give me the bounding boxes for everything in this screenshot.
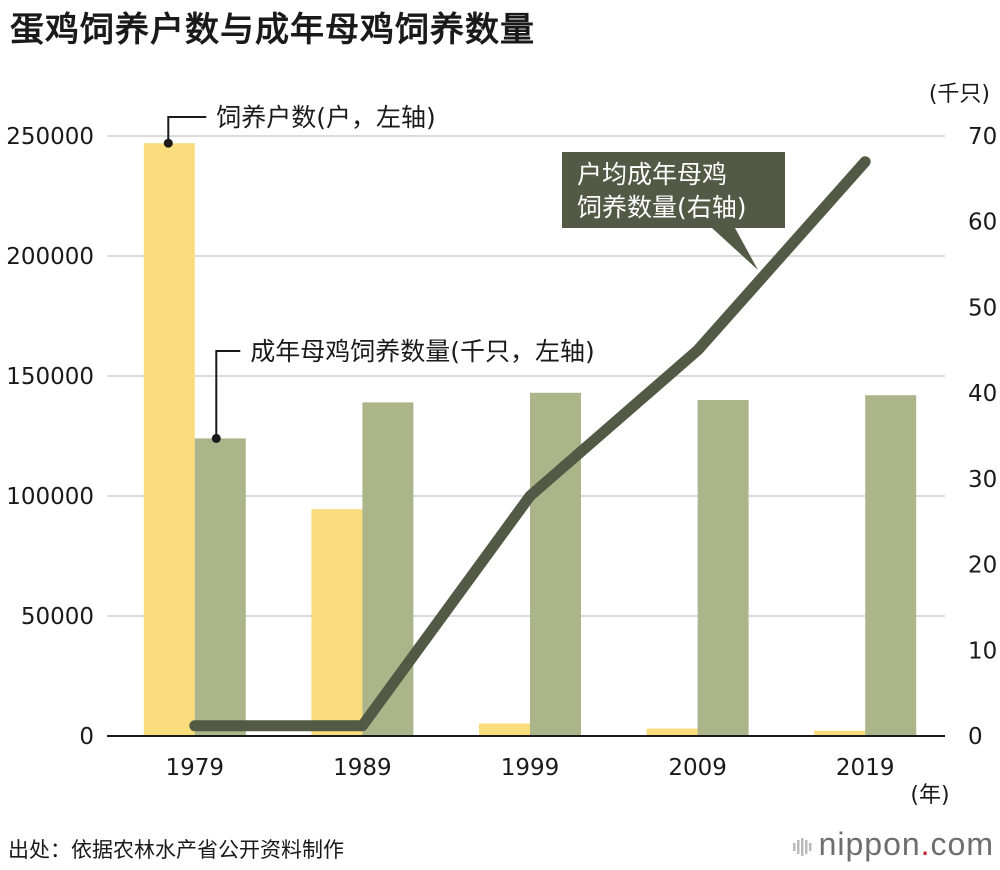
source-note: 出处：依据农林水产省公开资料制作 (8, 838, 344, 862)
y-left-tick-label: 100000 (6, 484, 94, 510)
y-left-tick-label: 200000 (6, 244, 94, 270)
y-right-tick-label: 0 (968, 724, 983, 750)
y-right-tick-label: 30 (968, 467, 997, 493)
y-left-tick-label: 150000 (6, 364, 94, 390)
hens-label: 成年母鸡饲养数量(千只，左轴) (250, 337, 595, 366)
bar-households (814, 730, 866, 736)
bar-hens (865, 395, 917, 736)
avg-callout-line1: 户均成年母鸡 (577, 160, 727, 189)
y-right-tick-label: 10 (968, 638, 997, 664)
y-right-tick-label: 20 (968, 553, 997, 579)
bar-hens (362, 402, 414, 736)
households-label-leader (167, 116, 207, 144)
x-tick-label: 2019 (836, 755, 895, 781)
y-left-tick-label: 250000 (6, 124, 94, 150)
households-label: 饲养户数(户，左轴) (216, 103, 436, 132)
x-tick-label: 1989 (333, 755, 392, 781)
bar-households (479, 723, 530, 736)
brand-suffix: com (930, 826, 994, 862)
y-left-tick-label: 50000 (21, 604, 94, 630)
bar-households (143, 143, 195, 736)
nippon-logo: nippon.com (791, 826, 994, 863)
x-unit: (年) (910, 783, 949, 808)
x-tick-label: 1979 (166, 755, 225, 781)
y-right-tick-label: 40 (968, 381, 997, 407)
nippon-mark-icon (792, 838, 812, 856)
y-left-tick-label: 0 (79, 724, 94, 750)
avg-hens-line (189, 156, 871, 732)
brand-dot: . (920, 826, 931, 862)
brand-prefix: nippon (818, 826, 921, 862)
avg-callout-box (562, 152, 785, 270)
y-right-unit: (千只) (929, 82, 990, 107)
y-right-tick-label: 70 (968, 124, 997, 150)
x-tick-label: 2009 (668, 755, 727, 781)
avg-callout-line2: 饲养数量(右轴) (577, 193, 747, 222)
y-right-tick-label: 60 (968, 210, 997, 236)
bar-hens (697, 400, 749, 736)
bar-households (646, 728, 698, 736)
y-right-tick-label: 50 (968, 295, 997, 321)
x-tick-label: 1999 (501, 755, 560, 781)
chart-title: 蛋鸡饲养户数与成年母鸡饲养数量 (10, 10, 535, 50)
bar-hens (194, 438, 246, 736)
bar-households (311, 509, 363, 736)
bar-hens (530, 392, 581, 736)
hens-label-leader (215, 350, 241, 439)
